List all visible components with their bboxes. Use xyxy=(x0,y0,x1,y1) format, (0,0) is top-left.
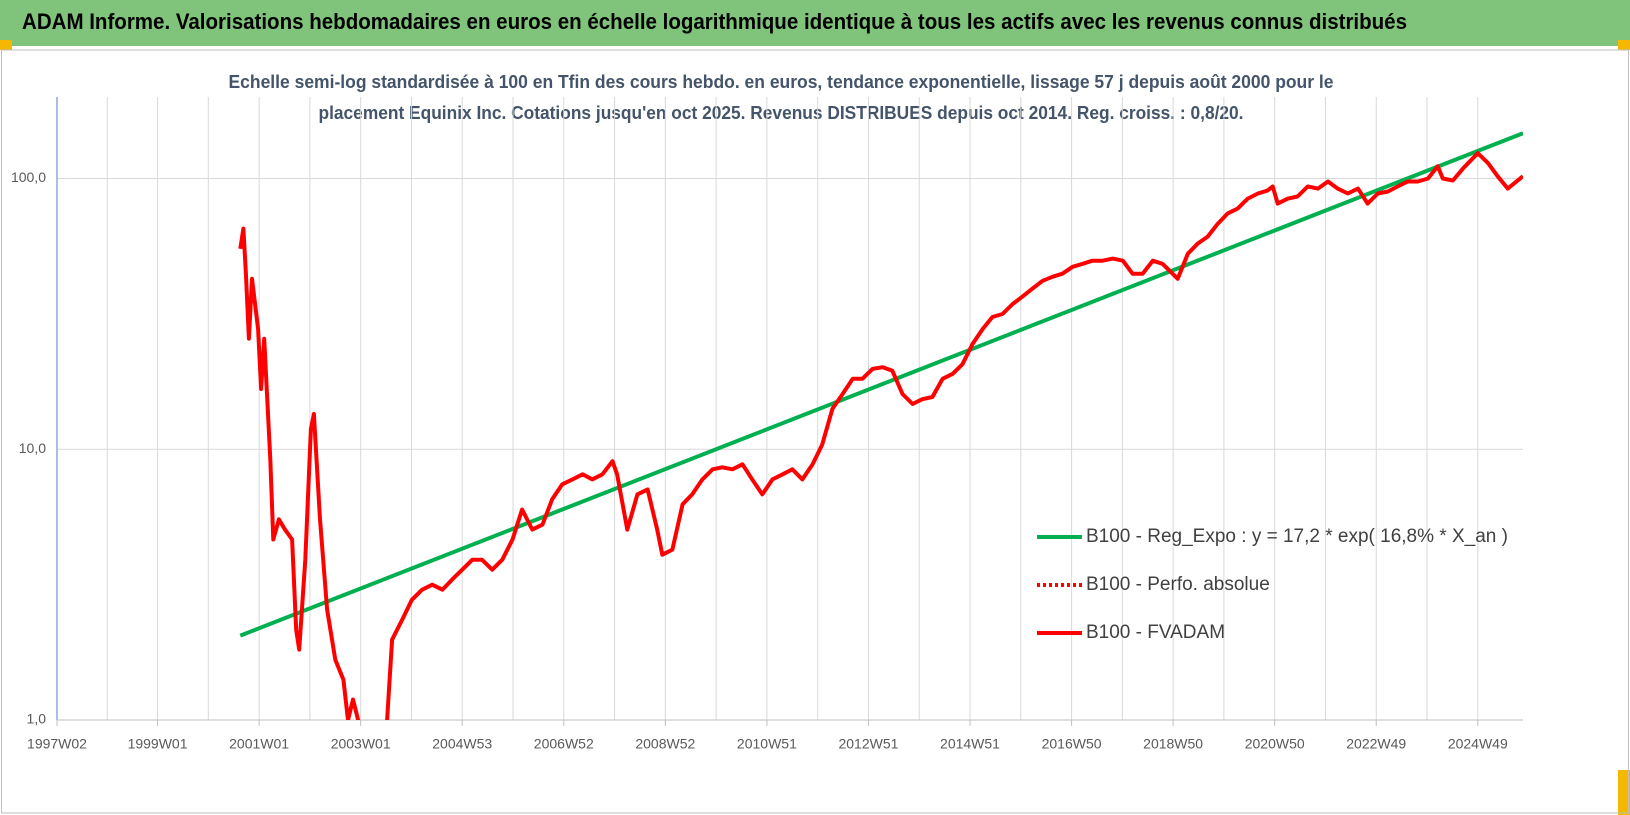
x-tick-label: 2016W50 xyxy=(1042,736,1102,752)
chart-subtitle: Echelle semi-log standardisée à 100 en T… xyxy=(229,72,1334,92)
x-tick-label: 2022W49 xyxy=(1346,736,1406,752)
legend: B100 - Reg_Expo : y = 17,2 * exp( 16,8% … xyxy=(1037,526,1508,643)
x-tick-label: 2024W49 xyxy=(1448,736,1508,752)
chart-border xyxy=(1,49,1629,814)
x-tick-label: 2006W52 xyxy=(534,736,594,752)
y-tick-label: 100,0 xyxy=(11,169,46,185)
chart-subtitle: placement Equinix Inc. Cotations jusqu'e… xyxy=(319,103,1244,123)
x-tick-label: 2004W53 xyxy=(432,736,492,752)
x-tick-label: 1997W02 xyxy=(27,736,87,752)
chart-title: ADAM Informe. Valorisations hebdomadaire… xyxy=(22,9,1407,34)
corner-mark xyxy=(0,40,12,50)
data-line xyxy=(238,151,1523,720)
x-tick-label: 1999W01 xyxy=(128,736,188,752)
corner-mark xyxy=(1618,40,1630,50)
corner-mark xyxy=(1618,770,1630,815)
legend-label: B100 - Perfo. absolue xyxy=(1086,574,1270,595)
x-tick-label: 2012W51 xyxy=(838,736,898,752)
x-tick-label: 2010W51 xyxy=(737,736,797,752)
data-line xyxy=(239,131,1523,638)
x-tick-label: 2020W50 xyxy=(1245,736,1305,752)
plot-area xyxy=(238,131,1523,720)
x-tick-label: 2008W52 xyxy=(635,736,695,752)
header-band xyxy=(0,0,1630,46)
x-tick-label: 2003W01 xyxy=(331,736,391,752)
x-tick-label: 2001W01 xyxy=(229,736,289,752)
x-tick-label: 2014W51 xyxy=(940,736,1000,752)
y-tick-label: 10,0 xyxy=(19,440,46,456)
legend-label: B100 - FVADAM xyxy=(1086,622,1225,643)
y-tick-label: 1,0 xyxy=(27,711,47,727)
axes: 1,0 10,0 100,0 1997W02 1999W01 2001W01 2003W01… xyxy=(11,97,1523,752)
legend-label: B100 - Reg_Expo : y = 17,2 * exp( 16,8% … xyxy=(1086,526,1508,547)
x-tick-label: 2018W50 xyxy=(1143,736,1203,752)
